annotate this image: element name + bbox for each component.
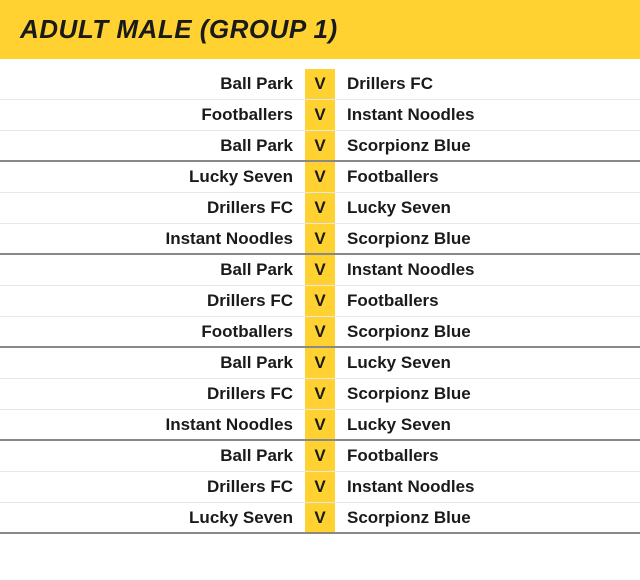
home-team: Drillers FC bbox=[0, 291, 305, 311]
home-team: Ball Park bbox=[0, 446, 305, 466]
away-team: Scorpionz Blue bbox=[335, 508, 640, 528]
fixture-row: Ball ParkVScorpionz Blue bbox=[0, 131, 640, 162]
home-team: Footballers bbox=[0, 322, 305, 342]
fixtures-card: ADULT MALE (GROUP 1) Ball ParkVDrillers … bbox=[0, 0, 640, 534]
fixture-row: Ball ParkVDrillers FC bbox=[0, 69, 640, 100]
fixture-row: Ball ParkVLucky Seven bbox=[0, 348, 640, 379]
fixture-row: Ball ParkVInstant Noodles bbox=[0, 255, 640, 286]
home-team: Drillers FC bbox=[0, 384, 305, 404]
away-team: Scorpionz Blue bbox=[335, 229, 640, 249]
vs-label: V bbox=[305, 348, 335, 378]
home-team: Instant Noodles bbox=[0, 415, 305, 435]
away-team: Instant Noodles bbox=[335, 105, 640, 125]
vs-label: V bbox=[305, 100, 335, 130]
vs-label: V bbox=[305, 224, 335, 253]
vs-label: V bbox=[305, 503, 335, 532]
fixture-row: Instant NoodlesVLucky Seven bbox=[0, 410, 640, 441]
away-team: Footballers bbox=[335, 446, 640, 466]
away-team: Drillers FC bbox=[335, 74, 640, 94]
fixture-row: Drillers FCVFootballers bbox=[0, 286, 640, 317]
vs-label: V bbox=[305, 441, 335, 471]
vs-label: V bbox=[305, 131, 335, 160]
away-team: Lucky Seven bbox=[335, 198, 640, 218]
spacer bbox=[0, 59, 640, 69]
vs-label: V bbox=[305, 69, 335, 99]
home-team: Ball Park bbox=[0, 260, 305, 280]
home-team: Ball Park bbox=[0, 74, 305, 94]
vs-label: V bbox=[305, 379, 335, 409]
group-title: ADULT MALE (GROUP 1) bbox=[0, 0, 640, 59]
vs-label: V bbox=[305, 472, 335, 502]
away-team: Lucky Seven bbox=[335, 353, 640, 373]
home-team: Drillers FC bbox=[0, 477, 305, 497]
fixture-row: FootballersVInstant Noodles bbox=[0, 100, 640, 131]
away-team: Instant Noodles bbox=[335, 260, 640, 280]
away-team: Scorpionz Blue bbox=[335, 322, 640, 342]
fixture-row: FootballersVScorpionz Blue bbox=[0, 317, 640, 348]
vs-label: V bbox=[305, 255, 335, 285]
home-team: Drillers FC bbox=[0, 198, 305, 218]
home-team: Footballers bbox=[0, 105, 305, 125]
fixture-row: Drillers FCVLucky Seven bbox=[0, 193, 640, 224]
vs-label: V bbox=[305, 410, 335, 439]
away-team: Footballers bbox=[335, 167, 640, 187]
away-team: Scorpionz Blue bbox=[335, 384, 640, 404]
home-team: Ball Park bbox=[0, 136, 305, 156]
vs-label: V bbox=[305, 317, 335, 346]
fixtures-table: Ball ParkVDrillers FCFootballersVInstant… bbox=[0, 69, 640, 534]
away-team: Instant Noodles bbox=[335, 477, 640, 497]
fixture-row: Instant NoodlesVScorpionz Blue bbox=[0, 224, 640, 255]
fixture-row: Drillers FCVInstant Noodles bbox=[0, 472, 640, 503]
fixture-row: Lucky SevenVScorpionz Blue bbox=[0, 503, 640, 534]
home-team: Ball Park bbox=[0, 353, 305, 373]
away-team: Lucky Seven bbox=[335, 415, 640, 435]
away-team: Footballers bbox=[335, 291, 640, 311]
vs-label: V bbox=[305, 193, 335, 223]
home-team: Lucky Seven bbox=[0, 167, 305, 187]
vs-label: V bbox=[305, 286, 335, 316]
fixture-row: Lucky SevenVFootballers bbox=[0, 162, 640, 193]
vs-label: V bbox=[305, 162, 335, 192]
away-team: Scorpionz Blue bbox=[335, 136, 640, 156]
fixture-row: Drillers FCVScorpionz Blue bbox=[0, 379, 640, 410]
home-team: Lucky Seven bbox=[0, 508, 305, 528]
home-team: Instant Noodles bbox=[0, 229, 305, 249]
fixture-row: Ball ParkVFootballers bbox=[0, 441, 640, 472]
